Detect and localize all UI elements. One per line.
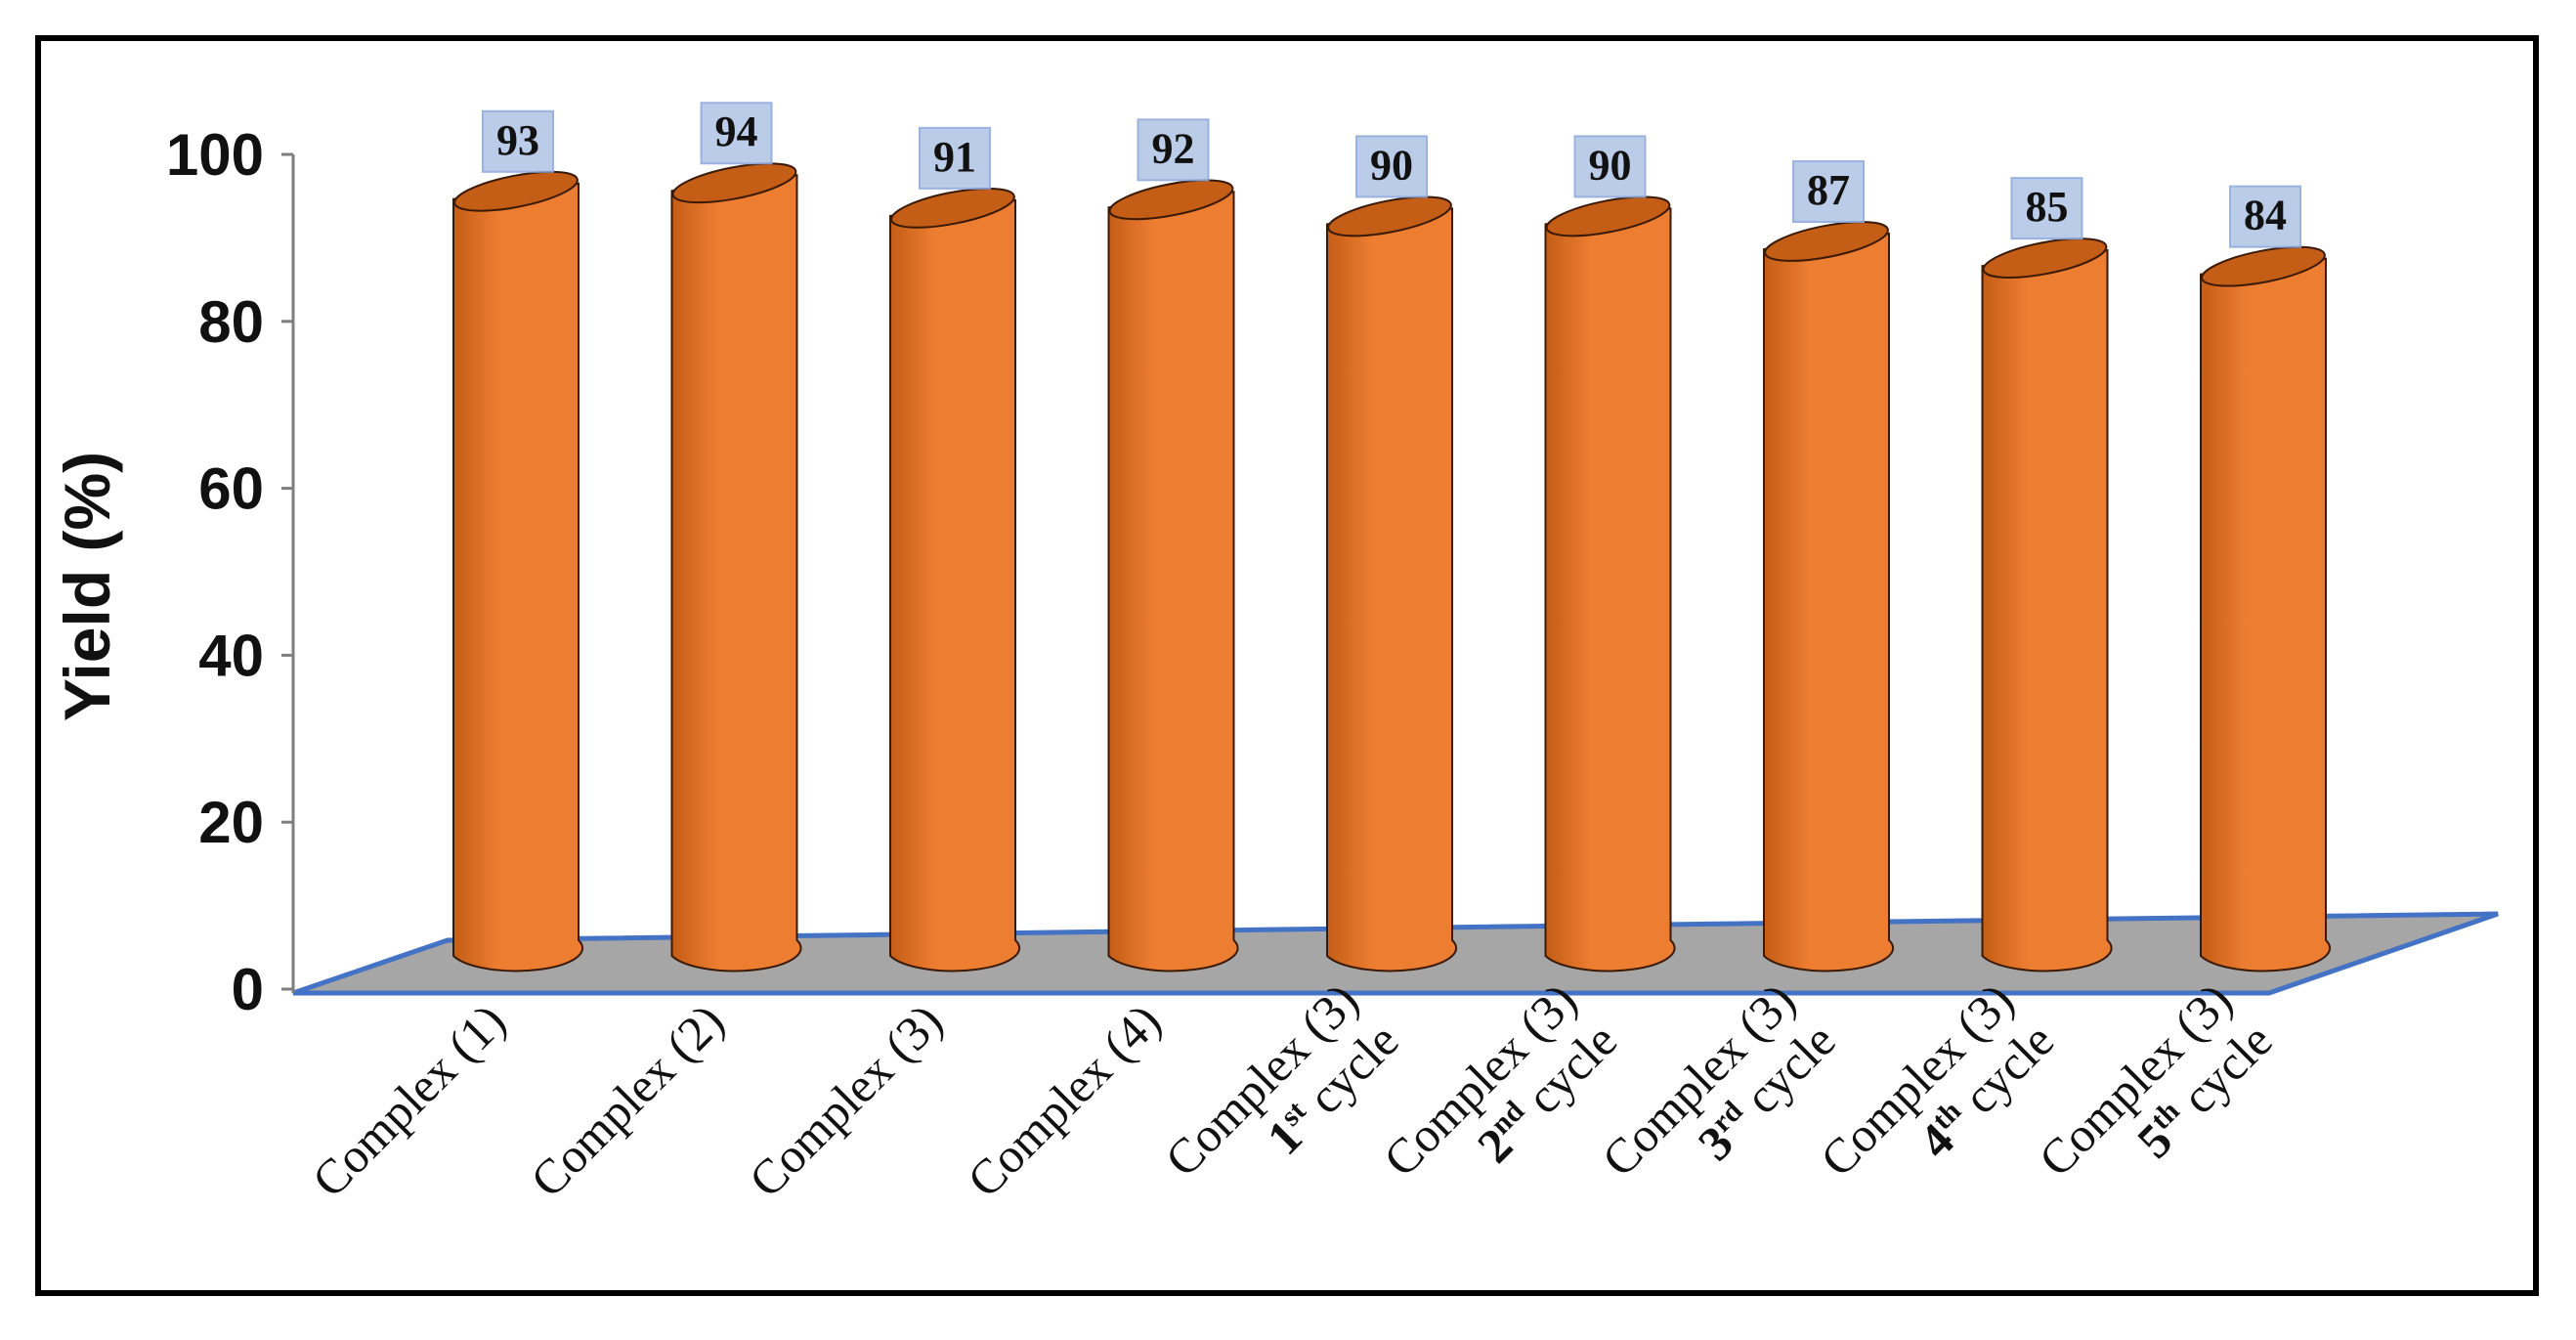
bar: 90 (1544, 135, 1676, 973)
bar-top (1982, 238, 2108, 279)
bar: 85 (1981, 177, 2113, 973)
data-label-box (1792, 160, 1865, 224)
data-label: 87 (1807, 166, 1850, 214)
bar-top (890, 187, 1015, 229)
data-label: 92 (1152, 124, 1195, 172)
data-label: 90 (1370, 141, 1413, 189)
y-tick-label: 0 (232, 957, 264, 1022)
data-label-box (700, 102, 773, 165)
data-label-box (2010, 177, 2083, 240)
x-tick-label: Complex (4) (957, 993, 1171, 1207)
bar-body (889, 198, 1021, 973)
bar-top (1545, 195, 1671, 238)
bar: 94 (670, 102, 802, 973)
data-label-box (482, 109, 554, 173)
data-label: 85 (2026, 183, 2069, 231)
bar-body (2200, 257, 2332, 973)
y-tick-label: 100 (166, 122, 264, 188)
bar: 93 (452, 109, 584, 973)
data-label-box (2229, 185, 2301, 248)
x-axis-labels: Complex (1) Complex (2) Complex (3) Complex… (301, 973, 2282, 1208)
bar-body (1763, 232, 1895, 973)
bar: 84 (2200, 185, 2332, 973)
bar: 91 (889, 126, 1021, 973)
bar-body (1544, 207, 1676, 973)
bar-top (453, 170, 579, 212)
bar-body (1107, 191, 1239, 973)
x-tick-label: Complex (2) (520, 993, 734, 1207)
y-tick-label: 60 (198, 456, 264, 522)
x-label-line1: Complex (3) (738, 993, 952, 1207)
bar-body (452, 182, 584, 973)
bar-body (1981, 248, 2113, 973)
x-tick-label: Complex (3)2nd cycle (1373, 973, 1627, 1187)
data-label: 94 (715, 108, 758, 155)
data-label-box (1355, 135, 1428, 198)
bar-top (1327, 195, 1452, 238)
bar-top (1764, 221, 1889, 262)
data-label: 91 (933, 133, 976, 181)
x-label-line1: Complex (1) (301, 993, 515, 1207)
x-tick-label: Complex (3)1st cycle (1154, 973, 1408, 1187)
bar-top (671, 162, 797, 204)
data-label: 93 (496, 116, 539, 164)
x-tick-label: Complex (3)4th cycle (1810, 973, 2064, 1187)
data-label: 84 (2244, 192, 2287, 239)
x-label-line1: Complex (2) (520, 993, 734, 1207)
bar-body (670, 174, 802, 973)
data-label-box (1573, 135, 1647, 198)
y-axis: 0 20 40 60 80 100 (166, 122, 295, 1022)
y-tick-label: 80 (198, 289, 264, 355)
data-label-box (1137, 118, 1210, 182)
bar-top (2201, 245, 2326, 287)
y-tick-label: 20 (198, 790, 264, 855)
y-axis-title: Yield (%) (51, 452, 123, 721)
bar: 90 (1326, 135, 1458, 973)
x-tick-label: Complex (3)3rd cycle (1591, 973, 1845, 1187)
data-label-box (919, 126, 991, 190)
x-tick-label: Complex (3)5th cycle (2028, 973, 2282, 1187)
bars-group: 93 94 91 92 90 90 87 85 84 (452, 102, 2332, 973)
bar-top (1108, 179, 1234, 221)
bar: 92 (1107, 118, 1239, 973)
data-label: 90 (1589, 141, 1632, 189)
bar: 87 (1763, 160, 1895, 973)
y-tick-label: 40 (198, 623, 264, 688)
x-tick-label: Complex (1) (301, 993, 515, 1207)
x-label-line1: Complex (4) (957, 993, 1171, 1207)
bar-body (1326, 207, 1458, 973)
x-tick-label: Complex (3) (738, 993, 952, 1207)
